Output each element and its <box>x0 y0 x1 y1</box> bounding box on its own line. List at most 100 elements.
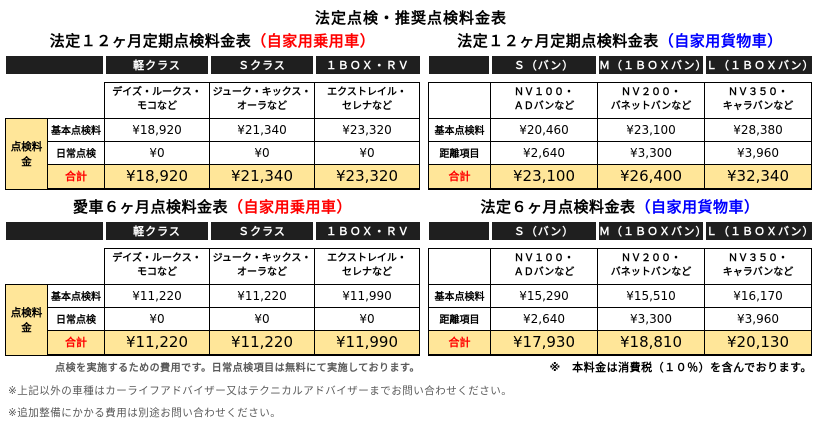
price-cell: ¥23,320 <box>314 117 420 142</box>
table-title-text: 法定６ヶ月点検料金表 <box>480 198 636 216</box>
model-header: ＮＶ３５０・ キャラバンなど <box>704 247 812 285</box>
row-label-cell: 距離項目 <box>428 140 491 165</box>
total-price-cell: ¥18,920 <box>104 163 210 190</box>
price-cell: ¥2,640 <box>490 306 598 331</box>
total-price-cell: ¥23,100 <box>490 163 598 190</box>
model-header: デイズ・ルークス・ モコなど <box>104 81 210 119</box>
group-label-cell: 点検料金 <box>5 283 48 356</box>
class-header: Ｍ（１ＢＯＸバン） <box>596 56 705 74</box>
class-header: Ｓクラス <box>208 222 315 240</box>
group-label-cell: 点検料金 <box>5 117 48 190</box>
total-price-cell: ¥11,990 <box>314 329 420 356</box>
section-6m-cargo: 法定６ヶ月点検料金表（自家用貨物車） Ｓ（バン） Ｍ（１ＢＯＸバン） Ｌ（１ＢＯ… <box>428 196 812 375</box>
class-header: 軽クラス <box>103 56 210 74</box>
model-header: ＮＶ２００・ バネットバンなど <box>597 247 705 285</box>
price-cell: ¥11,990 <box>314 283 420 308</box>
model-header: ジューク・キックス・ オーラなど <box>209 247 315 285</box>
section-12m-cargo: 法定１２ヶ月定期点検料金表（自家用貨物車） Ｓ（バン） Ｍ（１ＢＯＸバン） Ｌ（… <box>428 30 812 190</box>
table-title-text: 法定１２ヶ月定期点検料金表 <box>49 32 252 50</box>
total-label-cell: 合計 <box>47 329 105 356</box>
class-header: Ｍ（１ＢＯＸバン） <box>596 222 705 240</box>
price-cell: ¥3,960 <box>704 140 812 165</box>
header-blank-cell <box>5 222 105 240</box>
total-label-cell: 合計 <box>47 163 105 190</box>
header-blank-cell <box>428 222 491 240</box>
total-label-cell: 合計 <box>428 163 491 190</box>
price-cell: ¥28,380 <box>704 117 812 142</box>
total-price-cell: ¥17,930 <box>490 329 598 356</box>
table-title: 愛車６ヶ月点検料金表（自家用乗用車） <box>5 196 420 218</box>
class-header: Ｓ（バン） <box>489 222 598 240</box>
total-price-cell: ¥20,130 <box>704 329 812 356</box>
price-cell: ¥23,100 <box>597 117 705 142</box>
table-title-category: （自家用貨物車） <box>635 198 760 216</box>
spacer <box>5 74 420 82</box>
table-title-category: （自家用乗用車） <box>251 32 376 50</box>
footnote-other-models: ※上記以外の車種はカーライフアドバイザー又はテクニカルアドバイザーまでお問い合わ… <box>8 385 513 397</box>
price-cell: ¥3,300 <box>597 140 705 165</box>
price-table-12m-passenger: 軽クラス Ｓクラス １ＢＯＸ・ＲＶ デイズ・ルークス・ モコなど ジューク・キッ… <box>5 56 420 190</box>
footnote-additional-cost: ※追加整備にかかる費用は別途お問い合わせください。 <box>8 407 282 419</box>
table-title: 法定６ヶ月点検料金表（自家用貨物車） <box>428 196 812 218</box>
model-blank-cell <box>428 81 491 119</box>
price-table-6m-passenger: 軽クラス Ｓクラス １ＢＯＸ・ＲＶ デイズ・ルークス・ モコなど ジューク・キッ… <box>5 222 420 356</box>
row-label-cell: 基本点検料 <box>47 117 105 142</box>
price-cell: ¥15,510 <box>597 283 705 308</box>
price-cell: ¥20,460 <box>490 117 598 142</box>
spacer <box>428 240 812 248</box>
model-header: エクストレイル・ セレナなど <box>314 81 420 119</box>
model-blank-area <box>5 82 105 118</box>
row-label-cell: 基本点検料 <box>428 117 491 142</box>
price-cell: ¥0 <box>104 140 210 165</box>
price-cell: ¥3,960 <box>704 306 812 331</box>
row-label-cell: 基本点検料 <box>428 283 491 308</box>
price-cell: ¥0 <box>314 306 420 331</box>
price-cell: ¥11,220 <box>209 283 315 308</box>
row-label-cell: 日常点検 <box>47 140 105 165</box>
class-header: Ｌ（１ＢＯＸバン） <box>703 56 812 74</box>
model-header: デイズ・ルークス・ モコなど <box>104 247 210 285</box>
spacer <box>5 240 420 248</box>
class-header: Ｌ（１ＢＯＸバン） <box>703 222 812 240</box>
model-header: ＮＶ３５０・ キャラバンなど <box>704 81 812 119</box>
class-header: １ＢＯＸ・ＲＶ <box>313 222 420 240</box>
total-price-cell: ¥21,340 <box>209 163 315 190</box>
price-cell: ¥0 <box>314 140 420 165</box>
price-cell: ¥15,290 <box>490 283 598 308</box>
price-cell: ¥0 <box>209 140 315 165</box>
total-price-cell: ¥18,810 <box>597 329 705 356</box>
table-title-text: 法定１２ヶ月定期点検料金表 <box>457 32 659 50</box>
total-price-cell: ¥11,220 <box>209 329 315 356</box>
model-header: ＮＶ１００・ ＡＤバンなど <box>490 81 598 119</box>
price-cell: ¥18,920 <box>104 117 210 142</box>
table-title-text: 愛車６ヶ月点検料金表 <box>72 198 228 216</box>
price-cell: ¥21,340 <box>209 117 315 142</box>
class-header: Ｓクラス <box>208 56 315 74</box>
section-6m-passenger: 愛車６ヶ月点検料金表（自家用乗用車） 軽クラス Ｓクラス １ＢＯＸ・ＲＶ デイズ… <box>5 196 420 374</box>
total-price-cell: ¥23,320 <box>314 163 420 190</box>
price-cell: ¥16,170 <box>704 283 812 308</box>
row-label-cell: 基本点検料 <box>47 283 105 308</box>
model-blank-area <box>5 248 105 284</box>
price-cell: ¥11,220 <box>104 283 210 308</box>
table-title: 法定１２ヶ月定期点検料金表（自家用乗用車） <box>5 30 420 52</box>
class-header: 軽クラス <box>103 222 210 240</box>
page-title: 法定点検・推奨点検料金表 <box>314 9 507 27</box>
section-12m-passenger: 法定１２ヶ月定期点検料金表（自家用乗用車） 軽クラス Ｓクラス １ＢＯＸ・ＲＶ … <box>5 30 420 190</box>
price-table-6m-cargo: Ｓ（バン） Ｍ（１ＢＯＸバン） Ｌ（１ＢＯＸバン） ＮＶ１００・ ＡＤバンなど … <box>428 222 812 356</box>
total-price-cell: ¥32,340 <box>704 163 812 190</box>
row-label-cell: 日常点検 <box>47 306 105 331</box>
price-cell: ¥0 <box>104 306 210 331</box>
table-title-category: （自家用貨物車） <box>658 32 783 50</box>
model-blank-cell <box>428 247 491 285</box>
price-table-12m-cargo: Ｓ（バン） Ｍ（１ＢＯＸバン） Ｌ（１ＢＯＸバン） ＮＶ１００・ ＡＤバンなど … <box>428 56 812 190</box>
row-label-cell: 距離項目 <box>428 306 491 331</box>
free-inspection-note: 点検を実施するための費用です。日常点検項目は無料にて実施しております。 <box>55 363 420 374</box>
total-price-cell: ¥11,220 <box>104 329 210 356</box>
class-header: Ｓ（バン） <box>489 56 598 74</box>
total-label-cell: 合計 <box>428 329 491 356</box>
tax-note: ※ 本料金は消費税（１０％）を含んでおります。 <box>549 361 812 374</box>
price-cell: ¥2,640 <box>490 140 598 165</box>
table-title-category: （自家用乗用車） <box>228 198 353 216</box>
